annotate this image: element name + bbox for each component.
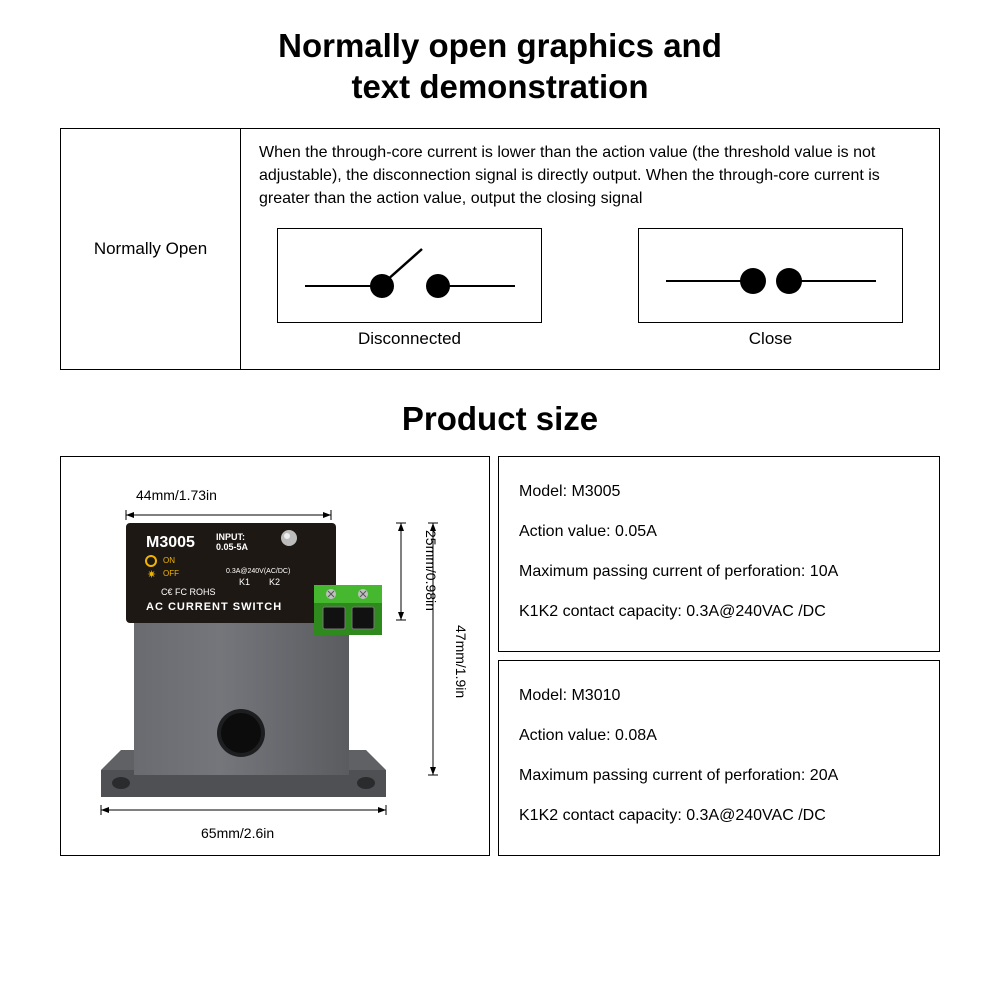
svg-text:OFF: OFF (163, 569, 179, 578)
spec-action: Action value: 0.08A (519, 727, 919, 745)
svg-text:ON: ON (163, 556, 175, 565)
spec-action: Action value: 0.05A (519, 523, 919, 541)
diagram-disconnected-label: Disconnected (277, 329, 542, 349)
dim-bottom: 65mm/2.6in (201, 825, 274, 841)
svg-text:K2: K2 (269, 577, 280, 587)
spec-maxcurrent: Maximum passing current of perforation: … (519, 767, 919, 785)
svg-text:AC CURRENT SWITCH: AC CURRENT SWITCH (146, 601, 282, 613)
diagram-close: Close (638, 228, 903, 349)
svg-text:C€ FC ROHS: C€ FC ROHS (161, 587, 216, 597)
spec-contact: K1K2 contact capacity: 0.3A@240VAC /DC (519, 603, 919, 621)
svg-text:0.05-5A: 0.05-5A (216, 542, 249, 552)
demo-description: When the through-core current is lower t… (259, 141, 921, 211)
section-product-size-title: Product size (60, 400, 940, 438)
spec-contact: K1K2 contact capacity: 0.3A@240VAC /DC (519, 807, 919, 825)
dim-right-full: 47mm/1.9in (453, 625, 469, 698)
product-size-grid: 44mm/1.73in 25mm/0.98in 47mm/1.9in 65mm/… (60, 456, 940, 856)
demo-left-label: Normally Open (61, 129, 241, 370)
demonstration-table: Normally Open When the through-core curr… (60, 128, 940, 371)
svg-text:0.3A@240V(AC/DC): 0.3A@240V(AC/DC) (226, 568, 290, 575)
panel-model: M3005 (146, 534, 195, 551)
spec-model: Model: M3005 (519, 483, 919, 501)
spec-maxcurrent: Maximum passing current of perforation: … (519, 563, 919, 581)
product-illustration: M3005 INPUT: 0.05-5A ON ✷ OFF 0.3A@240V(… (71, 475, 471, 845)
svg-text:K1: K1 (239, 577, 250, 587)
dim-top: 44mm/1.73in (136, 487, 217, 503)
dim-right-upper: 25mm/0.98in (423, 530, 439, 611)
svg-text:INPUT:: INPUT: (216, 532, 245, 542)
spec-card-m3010: Model: M3010 Action value: 0.08A Maximum… (498, 660, 940, 856)
product-drawing-cell: 44mm/1.73in 25mm/0.98in 47mm/1.9in 65mm/… (60, 456, 490, 856)
svg-text:✷: ✷ (147, 569, 156, 581)
page-title: Normally open graphics and text demonstr… (60, 25, 940, 108)
diagram-close-label: Close (638, 329, 903, 349)
spec-card-m3005: Model: M3005 Action value: 0.05A Maximum… (498, 456, 940, 652)
diagram-disconnected: Disconnected (277, 228, 542, 349)
spec-model: Model: M3010 (519, 687, 919, 705)
